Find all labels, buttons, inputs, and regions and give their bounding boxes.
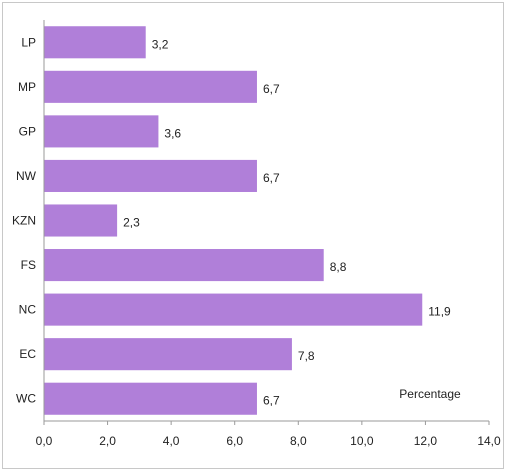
x-tick-label: 0,0: [36, 434, 53, 448]
category-label-ec: EC: [19, 347, 36, 361]
data-label-gp: 3,6: [164, 126, 181, 140]
x-tick-label: 4,0: [163, 434, 180, 448]
category-label-nc: NC: [19, 303, 37, 317]
category-label-gp: GP: [19, 124, 36, 138]
data-label-mp: 6,7: [263, 82, 280, 96]
bar-fs: [44, 249, 324, 282]
category-label-mp: MP: [18, 80, 36, 94]
data-label-nw: 6,7: [263, 171, 280, 185]
data-label-kzn: 2,3: [123, 216, 140, 230]
bar-lp: [44, 26, 146, 59]
category-label-nw: NW: [16, 169, 37, 183]
category-label-lp: LP: [21, 35, 36, 49]
x-axis-title: Percentage: [399, 387, 461, 401]
x-tick-label: 2,0: [99, 434, 116, 448]
x-tick-label: 14,0: [477, 434, 501, 448]
data-label-lp: 3,2: [152, 37, 169, 51]
x-tick-label: 12,0: [414, 434, 438, 448]
x-tick-label: 6,0: [226, 434, 243, 448]
category-label-kzn: KZN: [12, 214, 36, 228]
bar-nw: [44, 159, 257, 192]
bar-kzn: [44, 204, 118, 237]
bars-group: [44, 26, 423, 415]
x-tick-label: 10,0: [350, 434, 374, 448]
bar-nc: [44, 293, 423, 326]
category-label-fs: FS: [21, 258, 36, 272]
bar-wc: [44, 382, 257, 415]
data-labels: 3,2 6,7 3,6 6,7 2,3 8,8 11,9 7,8 6,7: [123, 37, 451, 407]
data-label-fs: 8,8: [330, 260, 347, 274]
x-ticks: [43, 421, 490, 425]
x-tick-labels: 0,0 2,0 4,0 6,0 8,0 10,0 12,0 14,0: [36, 434, 501, 448]
bar-mp: [44, 70, 257, 103]
data-label-ec: 7,8: [298, 349, 315, 363]
bar-ec: [44, 338, 292, 371]
category-label-wc: WC: [16, 392, 36, 406]
x-tick-label: 8,0: [290, 434, 307, 448]
bar-gp: [44, 115, 159, 148]
data-label-nc: 11,9: [428, 305, 451, 319]
data-label-wc: 6,7: [263, 394, 280, 408]
category-labels: LP MP GP NW KZN FS NC EC WC: [12, 35, 37, 405]
